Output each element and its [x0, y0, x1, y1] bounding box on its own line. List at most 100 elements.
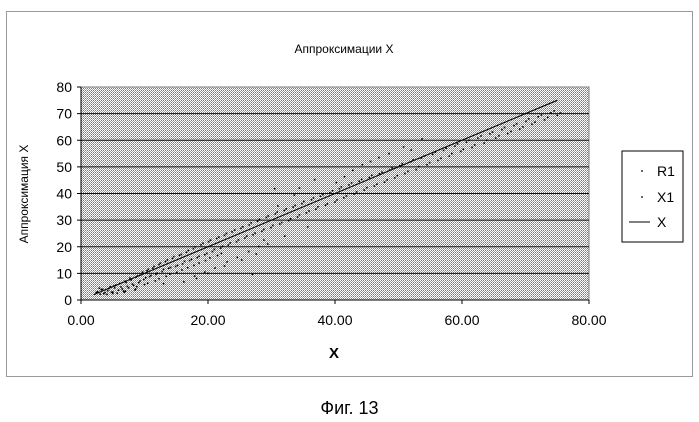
point-x1 [252, 234, 254, 236]
point-x1 [261, 231, 263, 233]
point-r1 [451, 153, 453, 155]
y-tick-label: 70 [56, 106, 72, 122]
point-x1 [343, 197, 345, 199]
point-x1 [363, 189, 365, 191]
point-r1 [547, 117, 549, 119]
point-x1 [426, 164, 428, 166]
point-x1 [283, 210, 285, 212]
point-x1 [224, 265, 226, 267]
point-r1 [169, 273, 171, 275]
point-r1 [335, 182, 337, 184]
y-tick-label: 40 [56, 186, 72, 202]
point-r1 [250, 222, 252, 224]
point-x1 [161, 271, 163, 273]
legend: R1 X1 X [622, 151, 683, 242]
point-r1 [457, 143, 459, 145]
point-r1 [181, 269, 183, 271]
point-r1 [222, 245, 224, 247]
point-x1 [154, 280, 156, 282]
point-x1 [158, 264, 160, 266]
point-x1 [212, 251, 214, 253]
point-x1 [432, 154, 434, 156]
point-r1 [248, 251, 250, 253]
point-r1 [147, 282, 149, 284]
x-tick-label: 0.00 [67, 312, 94, 328]
point-r1 [170, 267, 172, 269]
chart-title: Аппроксимации X [295, 42, 394, 56]
point-r1 [391, 167, 393, 169]
point-x1 [236, 241, 238, 243]
point-x1 [208, 241, 210, 243]
point-r1 [191, 258, 193, 260]
point-r1 [410, 149, 412, 151]
point-r1 [285, 208, 287, 210]
point-x1 [149, 276, 151, 278]
point-r1 [136, 286, 138, 288]
point-r1 [177, 265, 179, 267]
point-x1 [531, 123, 533, 125]
point-r1 [181, 254, 183, 256]
point-r1 [142, 271, 144, 273]
point-r1 [114, 287, 116, 289]
point-x1 [471, 147, 473, 149]
point-r1 [381, 171, 383, 173]
y-tick-label: 0 [64, 292, 72, 308]
point-r1 [194, 275, 196, 277]
point-r1 [153, 266, 155, 268]
point-r1 [376, 183, 378, 185]
point-x1 [489, 133, 491, 135]
point-x1 [454, 145, 456, 147]
point-x1 [241, 259, 243, 261]
point-x1 [394, 177, 396, 179]
point-x1 [189, 260, 191, 262]
point-x1 [404, 173, 406, 175]
point-x1 [270, 227, 272, 229]
point-r1 [346, 195, 348, 197]
point-x1 [221, 253, 223, 255]
point-x1 [483, 142, 485, 144]
x-tick-label: 20.00 [190, 312, 225, 328]
point-x1 [186, 252, 188, 254]
point-r1 [236, 257, 238, 259]
point-x1 [267, 243, 269, 245]
y-tick-label: 60 [56, 132, 72, 148]
point-r1 [294, 194, 296, 196]
point-r1 [322, 194, 324, 196]
point-x1 [477, 137, 479, 139]
point-x1 [146, 270, 148, 272]
point-r1 [238, 239, 240, 241]
point-r1 [263, 239, 265, 241]
legend-marker-r1 [641, 170, 643, 172]
point-r1 [407, 171, 409, 173]
point-x1 [297, 216, 299, 218]
point-x1 [415, 169, 417, 171]
y-tick-label: 20 [56, 239, 72, 255]
point-x1 [120, 286, 122, 288]
point-x1 [112, 293, 114, 295]
point-r1 [193, 265, 195, 267]
point-x1 [198, 262, 200, 264]
x-tick-label: 80.00 [571, 312, 606, 328]
point-r1 [198, 256, 200, 258]
point-r1 [307, 226, 309, 228]
point-r1 [121, 288, 123, 290]
y-axis-label: Аппроксимация X [17, 145, 31, 244]
point-x1 [537, 116, 539, 118]
point-x1 [220, 247, 222, 249]
point-r1 [276, 211, 278, 213]
point-r1 [303, 201, 305, 203]
point-x1 [196, 278, 198, 280]
point-r1 [396, 175, 398, 177]
point-r1 [183, 281, 185, 283]
point-x1 [320, 195, 322, 197]
point-x1 [165, 276, 167, 278]
point-x1 [128, 287, 130, 289]
point-x1 [152, 267, 154, 269]
point-x1 [443, 150, 445, 152]
point-r1 [202, 242, 204, 244]
point-r1 [99, 287, 101, 289]
point-x1 [182, 263, 184, 265]
point-x1 [144, 284, 146, 286]
point-r1 [107, 290, 109, 292]
point-r1 [516, 123, 518, 125]
